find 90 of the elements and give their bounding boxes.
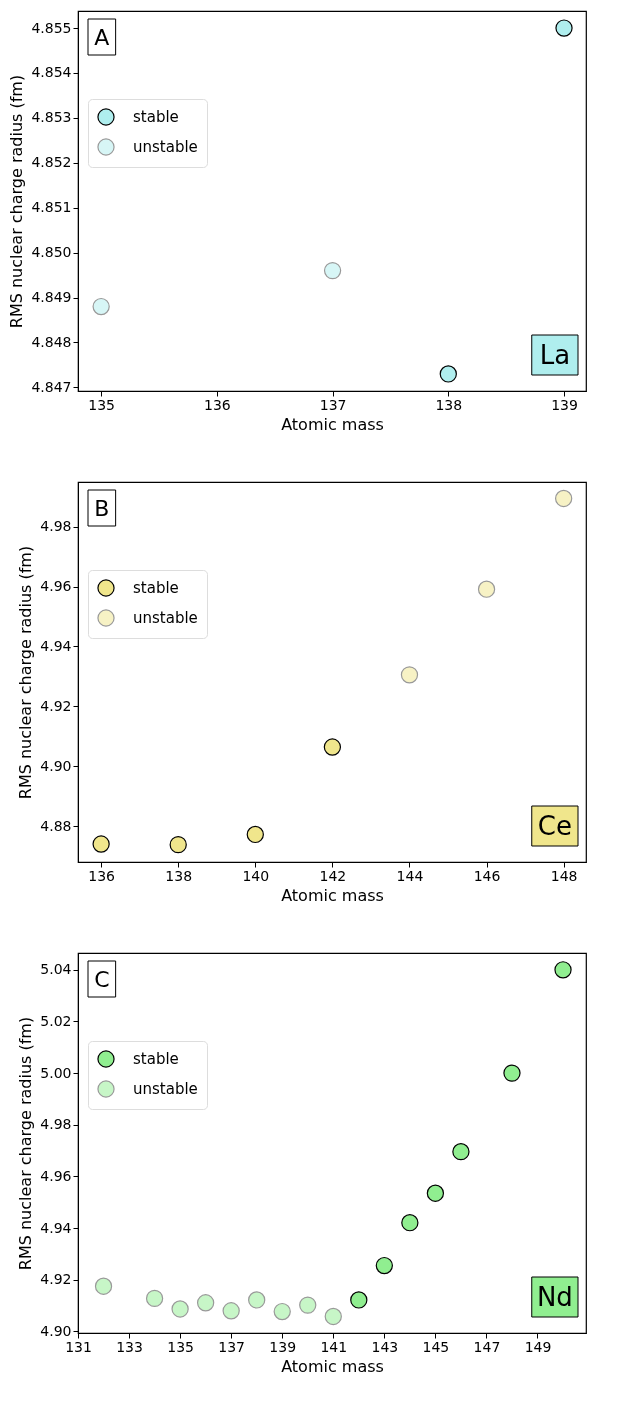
point xyxy=(477,580,496,598)
y-tick-label: 4.850 xyxy=(31,244,72,261)
x-tick-label: 137 xyxy=(218,1338,246,1355)
point xyxy=(273,1302,291,1321)
x-tick-label: 136 xyxy=(88,867,116,884)
x-tick-label: 148 xyxy=(550,867,578,884)
y-tick-label: 4.92 xyxy=(40,1271,72,1288)
y-tick-label: 4.96 xyxy=(40,578,72,595)
point xyxy=(92,297,110,316)
y-axis-title: RMS nuclear charge radius (fm) xyxy=(16,545,36,800)
point xyxy=(323,261,342,280)
legend-label: unstable xyxy=(133,1080,198,1098)
point xyxy=(503,1064,521,1082)
x-tick-label: 139 xyxy=(551,396,578,413)
y-tick-label: 4.92 xyxy=(40,697,72,714)
x-tick-label: 142 xyxy=(319,867,347,884)
point xyxy=(439,365,457,383)
x-tick-label: 139 xyxy=(269,1338,297,1355)
y-tick-label: 4.849 xyxy=(31,289,72,306)
y-tick-label: 4.855 xyxy=(31,19,72,36)
y-tick-label: 4.848 xyxy=(31,333,72,350)
point xyxy=(196,1294,215,1312)
x-tick-label: 140 xyxy=(242,867,270,884)
point xyxy=(324,1307,342,1326)
x-axis-title: Atomic mass xyxy=(281,414,384,434)
x-tick-label: 138 xyxy=(165,867,193,884)
annotation: C xyxy=(94,967,110,992)
x-tick-label: 145 xyxy=(422,1338,450,1355)
y-tick-label: 4.851 xyxy=(31,199,72,216)
x-tick-label: 143 xyxy=(371,1338,399,1355)
legend-label: unstable xyxy=(133,609,198,627)
point xyxy=(323,738,342,756)
y-tick-label: 4.88 xyxy=(40,817,72,834)
point xyxy=(375,1256,393,1275)
legend-label: stable xyxy=(133,579,179,597)
annotation: A xyxy=(94,25,110,50)
point xyxy=(554,961,572,979)
y-tick-label: 4.94 xyxy=(40,1219,72,1236)
y-tick-label: 4.98 xyxy=(40,1116,72,1133)
y-tick-label: 4.852 xyxy=(31,154,72,171)
y-tick-label: 4.853 xyxy=(31,109,72,126)
y-tick-label: 4.847 xyxy=(31,378,72,395)
point xyxy=(92,835,110,853)
annotation: La xyxy=(539,340,571,370)
point xyxy=(169,835,187,854)
x-axis-title: Atomic mass xyxy=(281,1356,384,1376)
x-axis-title: Atomic mass xyxy=(281,885,384,905)
y-tick-label: 5.04 xyxy=(40,961,72,978)
point xyxy=(94,1277,113,1295)
y-tick-label: 4.94 xyxy=(40,637,72,654)
annotation: Nd xyxy=(536,1282,573,1312)
legend-label: unstable xyxy=(133,138,198,156)
x-tick-label: 146 xyxy=(473,867,501,884)
x-tick-label: 138 xyxy=(435,396,463,413)
y-tick-label: 4.96 xyxy=(40,1167,72,1184)
x-tick-label: 131 xyxy=(65,1338,92,1355)
point xyxy=(246,825,264,844)
annotation: B xyxy=(94,496,110,521)
x-tick-label: 133 xyxy=(116,1338,143,1355)
point xyxy=(554,489,573,508)
point xyxy=(299,1296,317,1314)
y-tick-label: 4.90 xyxy=(40,1322,72,1339)
x-tick-label: 135 xyxy=(88,396,116,413)
x-tick-label: 149 xyxy=(524,1338,552,1355)
y-tick-label: 5.00 xyxy=(40,1064,72,1081)
point xyxy=(400,666,419,684)
point xyxy=(401,1214,419,1232)
y-tick-label: 4.98 xyxy=(40,518,72,535)
y-tick-label: 5.02 xyxy=(40,1012,72,1029)
point xyxy=(350,1291,368,1309)
point xyxy=(555,19,573,37)
point xyxy=(145,1289,164,1308)
x-tick-label: 147 xyxy=(473,1338,501,1355)
legend-label: stable xyxy=(133,1050,179,1068)
x-tick-label: 141 xyxy=(320,1338,348,1355)
annotation: Ce xyxy=(537,811,572,841)
legend-label: stable xyxy=(133,108,179,126)
x-tick-label: 135 xyxy=(167,1338,194,1355)
x-tick-label: 137 xyxy=(319,396,347,413)
y-tick-label: 4.90 xyxy=(40,757,72,774)
point xyxy=(426,1184,445,1202)
y-tick-label: 4.854 xyxy=(31,64,72,81)
point xyxy=(222,1302,240,1320)
y-axis-title: RMS nuclear charge radius (fm) xyxy=(7,74,27,329)
x-tick-label: 136 xyxy=(203,396,231,413)
x-tick-label: 144 xyxy=(396,867,424,884)
point xyxy=(248,1291,266,1309)
point xyxy=(171,1300,189,1318)
point xyxy=(452,1143,470,1161)
y-axis-title: RMS nuclear charge radius (fm) xyxy=(16,1016,36,1271)
